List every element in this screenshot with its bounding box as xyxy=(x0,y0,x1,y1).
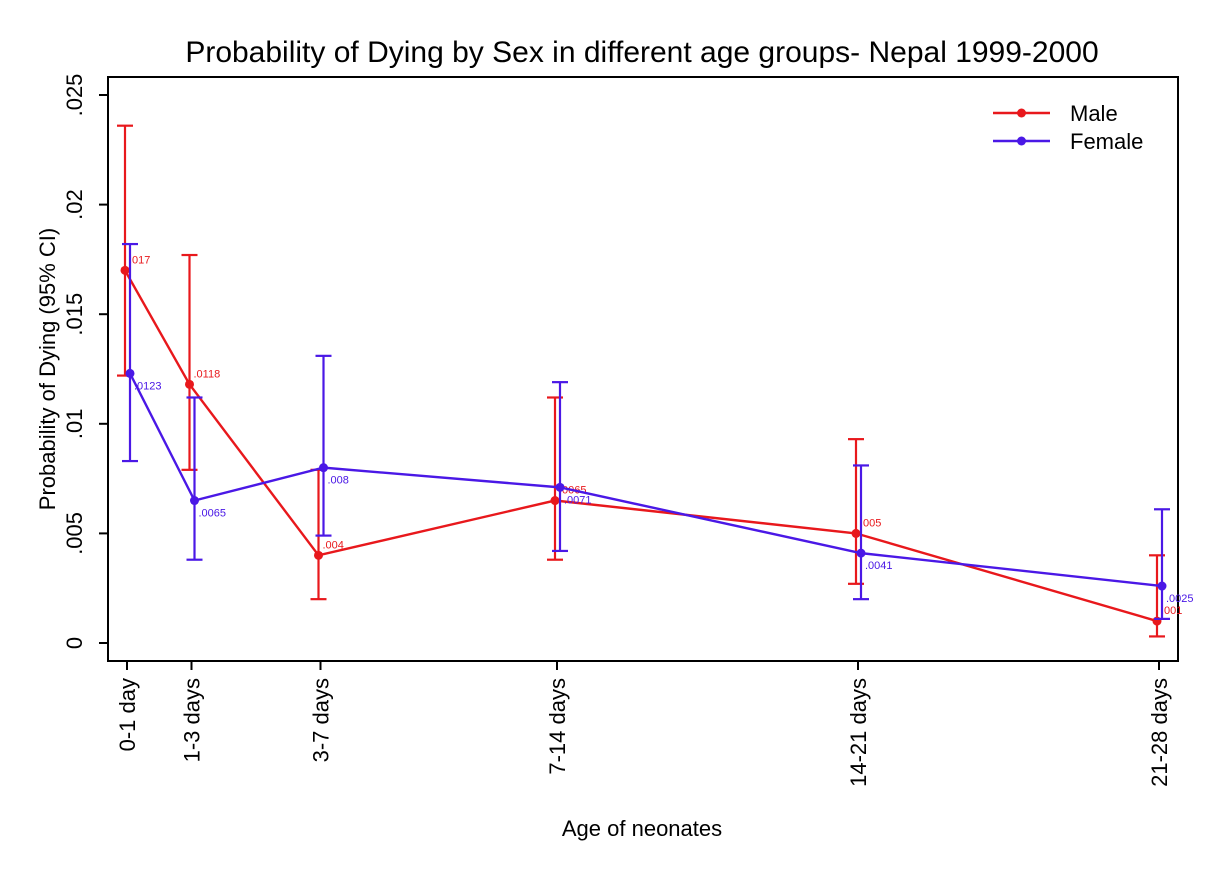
y-tick-label: .025 xyxy=(62,74,87,117)
female-point xyxy=(190,496,199,506)
x-tick-label: 1-3 days xyxy=(180,678,205,762)
male-data-label: .017 xyxy=(129,254,150,266)
chart-title: Probability of Dying by Sex in different… xyxy=(185,36,1098,69)
legend-label-male: Male xyxy=(1070,101,1118,126)
female-point xyxy=(125,368,135,378)
y-tick-label: 0 xyxy=(62,637,87,649)
female-point xyxy=(555,482,565,492)
female-data-label: .0071 xyxy=(564,494,592,506)
y-axis: 0 .005 .01 .015 .02 .025 xyxy=(62,74,108,649)
female-data-label: .0065 xyxy=(199,508,227,520)
female-point xyxy=(319,463,328,473)
x-tick-label: 7-14 days xyxy=(545,678,570,775)
legend-label-female: Female xyxy=(1070,129,1143,154)
male-point xyxy=(120,265,130,275)
female-point xyxy=(1157,581,1167,591)
male-data-label: .001 xyxy=(1161,605,1182,617)
female-point xyxy=(856,548,866,558)
x-tick-label: 14-21 days xyxy=(846,678,871,787)
series-female: .0123 .0065 .008 .0071 .0041 .0025 xyxy=(122,242,1194,620)
series-male: .017 .0118 .004 .0065 .005 .001 xyxy=(117,124,1182,638)
male-line xyxy=(123,269,1158,623)
x-tick-label: 3-7 days xyxy=(309,678,334,762)
y-tick-label: .005 xyxy=(62,512,87,555)
female-line xyxy=(128,372,1163,588)
y-tick-label: .01 xyxy=(62,409,87,440)
y-tick-label: .015 xyxy=(62,293,87,336)
x-axis-label: Age of neonates xyxy=(562,816,722,841)
y-axis-label: Probability of Dying (95% CI) xyxy=(35,228,60,510)
legend-marker-female xyxy=(1017,136,1026,146)
female-data-label: .008 xyxy=(328,475,349,487)
male-data-label: .0118 xyxy=(194,368,221,380)
male-point xyxy=(550,496,560,506)
y-tick-label: .02 xyxy=(62,189,87,220)
legend-marker-male xyxy=(1017,108,1026,118)
x-axis: 0-1 day 1-3 days 3-7 days 7-14 days 14-21 da… xyxy=(115,661,1172,787)
x-tick-label: 0-1 day xyxy=(115,678,140,751)
female-data-label: .0041 xyxy=(865,560,893,572)
male-point xyxy=(314,550,323,560)
legend: Male Female xyxy=(993,101,1143,154)
plot-frame xyxy=(107,76,1179,662)
female-data-label: .0123 xyxy=(134,380,162,392)
female-data-label: .0025 xyxy=(1166,593,1194,605)
male-data-label: .005 xyxy=(860,517,881,529)
male-point xyxy=(851,528,861,538)
male-point xyxy=(185,379,194,389)
x-tick-label: 21-28 days xyxy=(1147,678,1172,787)
male-data-label: .004 xyxy=(323,539,344,551)
series-layer: .017 .0118 .004 .0065 .005 .001.0123 .0065 .008… xyxy=(117,124,1194,638)
